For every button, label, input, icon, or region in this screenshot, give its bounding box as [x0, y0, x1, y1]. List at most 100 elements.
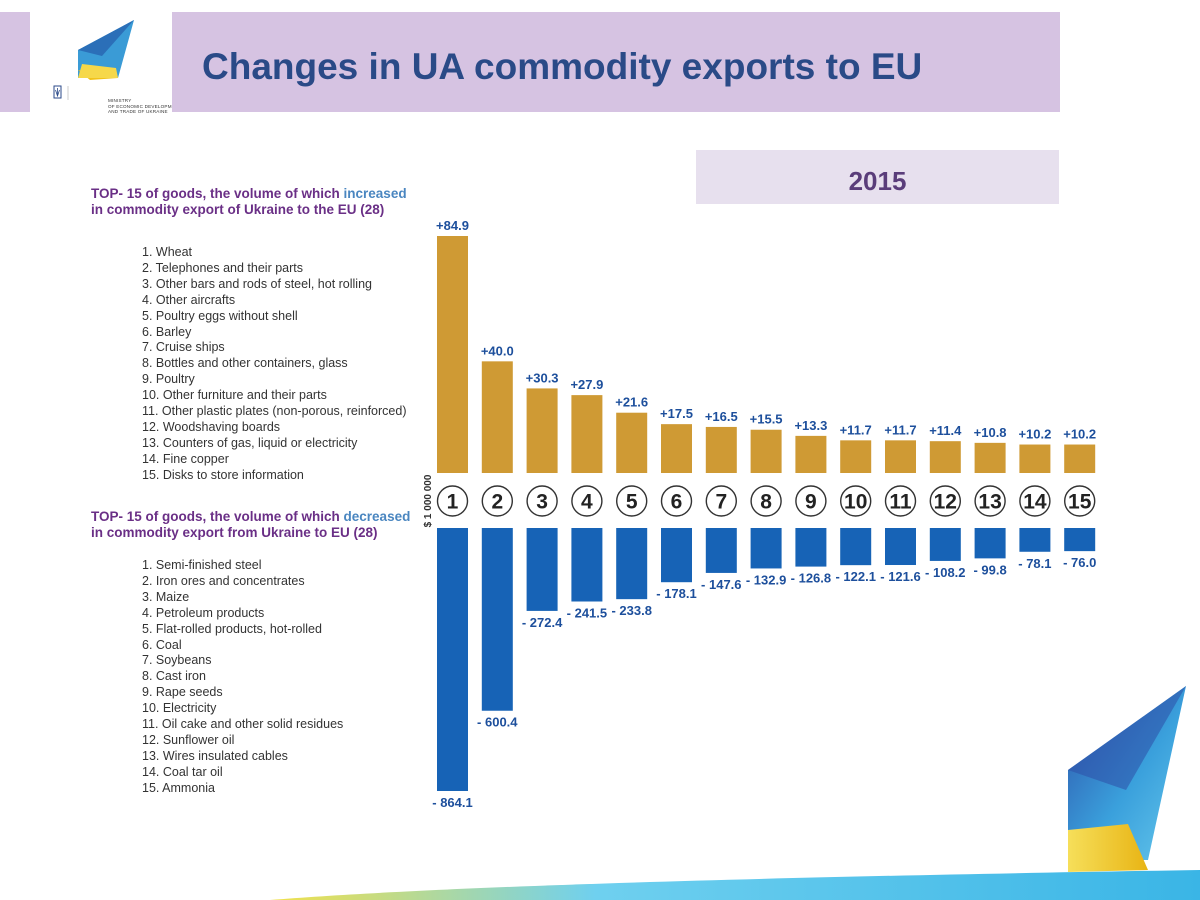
increase-bar — [795, 435, 827, 473]
category-label: 10 — [844, 491, 867, 514]
increased-item: 10. Other furniture and their parts — [142, 388, 327, 403]
ministry-name: MINISTRY OF ECONOMIC DEVELOPMENT AND TRA… — [108, 98, 188, 115]
decreased-item: 8. Cast iron — [142, 669, 206, 684]
decor-group — [270, 686, 1200, 900]
category-label: 13 — [978, 491, 1001, 514]
increase-value-label: +16.5 — [705, 409, 738, 424]
decreased-item: 6. Coal — [142, 637, 182, 652]
increased-heading-text: TOP- 15 of goods, the volume of which — [91, 186, 344, 201]
category-label: 12 — [934, 491, 957, 514]
ministry-line: OF ECONOMIC DEVELOPMENT — [108, 103, 182, 109]
decrease-bar — [974, 528, 1006, 559]
category-label: 15 — [1068, 491, 1092, 514]
decreased-item: 11. Oil cake and other solid residues — [142, 717, 344, 732]
increase-value-label: +30.3 — [526, 370, 559, 385]
decrease-value-label: - 178.1 — [656, 586, 696, 601]
category-label: 9 — [805, 491, 817, 514]
increased-item: 1. Wheat — [142, 245, 193, 259]
increase-bar — [571, 395, 603, 473]
decreased-keyword: decreased — [343, 509, 411, 524]
increase-value-label: +10.2 — [1063, 427, 1096, 442]
decrease-value-label: - 121.6 — [880, 569, 920, 584]
decrease-bar — [750, 528, 782, 569]
year-label: 2015 — [848, 166, 907, 196]
increase-value-label: +84.9 — [436, 218, 469, 233]
increased-item: 7. Cruise ships — [142, 340, 225, 355]
increased-keyword: increased — [343, 186, 407, 201]
increase-bar — [437, 236, 468, 473]
header-left-strip — [0, 12, 30, 112]
decrease-value-label: - 600.4 — [477, 715, 518, 730]
category-label: 6 — [671, 491, 683, 514]
category-circle — [1019, 485, 1051, 517]
increased-item: 4. Other aircrafts — [142, 292, 236, 307]
decrease-value-label: - 122.1 — [835, 569, 875, 584]
increase-bar — [1019, 444, 1051, 473]
decreased-item: 2. Iron ores and concentrates — [142, 573, 305, 588]
category-label: 5 — [626, 491, 638, 514]
decrease-bar — [840, 528, 872, 566]
decreased-item: 13. Wires insulated cables — [142, 748, 288, 763]
increase-value-label: +10.2 — [1018, 427, 1051, 442]
decreased-item: 5. Flat-rolled products, hot-rolled — [142, 621, 322, 636]
decrease-value-label: - 78.1 — [1018, 556, 1051, 571]
category-label: 3 — [536, 491, 548, 514]
decrease-value-label: - 108.2 — [925, 565, 965, 580]
category-circle — [1063, 485, 1096, 517]
category-circle — [974, 485, 1006, 517]
decreased-item: 14. Coal tar oil — [142, 764, 223, 779]
category-label: 4 — [581, 491, 593, 514]
increased-item: 5. Poultry eggs without shell — [142, 308, 298, 323]
y-axis-unit-label: $ 1 000 000 — [423, 474, 434, 527]
decrease-bar — [795, 528, 827, 567]
decrease-value-label: - 272.4 — [522, 615, 563, 630]
decrease-bar — [571, 528, 603, 602]
category-label: 8 — [760, 491, 772, 514]
decrease-value-label: - 99.8 — [973, 562, 1006, 577]
bottom-wave — [270, 870, 1200, 900]
category-label: 2 — [491, 491, 503, 514]
increase-bar — [526, 388, 558, 473]
decrease-bar — [1064, 528, 1096, 552]
page-title: Changes in UA commodity exports to EU — [202, 46, 923, 87]
decrease-bar — [929, 528, 961, 561]
decreased-item: 3. Maize — [142, 589, 190, 604]
category-circle — [660, 485, 693, 517]
decreased-item: 7. Soybeans — [142, 653, 212, 668]
category-circle — [929, 485, 961, 517]
decreased-item: 9. Rape seeds — [142, 685, 223, 700]
increase-value-label: +40.0 — [481, 343, 514, 358]
increased-item: 8. Bottles and other containers, glass — [142, 356, 348, 371]
decrease-value-label: - 132.9 — [746, 572, 786, 587]
category-circle — [795, 485, 827, 517]
decrease-bar — [705, 528, 737, 573]
increase-bar — [885, 440, 916, 473]
decrease-bar — [437, 528, 468, 791]
decreased-item: 10. Electricity — [142, 701, 217, 716]
increased-item: 9. Poultry — [142, 372, 195, 387]
category-circle — [884, 485, 917, 517]
decrease-value-label: - 126.8 — [791, 571, 831, 586]
increased-item: 12. Woodshaving boards — [142, 419, 281, 434]
decreased-item: 15. Ammonia — [142, 780, 215, 795]
category-label: 14 — [1023, 491, 1047, 514]
increased-item: 14. Fine copper — [142, 451, 229, 466]
category-circle — [705, 485, 737, 517]
increased-item: 15. Disks to store information — [142, 467, 304, 482]
increased-goods-list: 1. Wheat 2. Telephones and their parts 3. … — [142, 245, 406, 484]
category-circle — [616, 485, 648, 517]
corner-swoosh-yellow — [1068, 824, 1148, 872]
increase-bar — [1064, 444, 1096, 473]
category-label: 11 — [889, 491, 912, 514]
ministry-line: MINISTRY — [108, 98, 132, 103]
decrease-value-label: - 76.0 — [1063, 555, 1096, 570]
category-circle — [840, 485, 872, 517]
increase-bar — [750, 429, 782, 473]
category-circle — [436, 485, 469, 517]
increased-item: 6. Barley — [142, 324, 192, 339]
decreased-heading-text: TOP- 15 of goods, the volume of which — [91, 509, 344, 524]
category-circle — [750, 485, 782, 517]
decrease-bar — [885, 528, 916, 566]
ministry-logo-icon — [53, 20, 134, 100]
